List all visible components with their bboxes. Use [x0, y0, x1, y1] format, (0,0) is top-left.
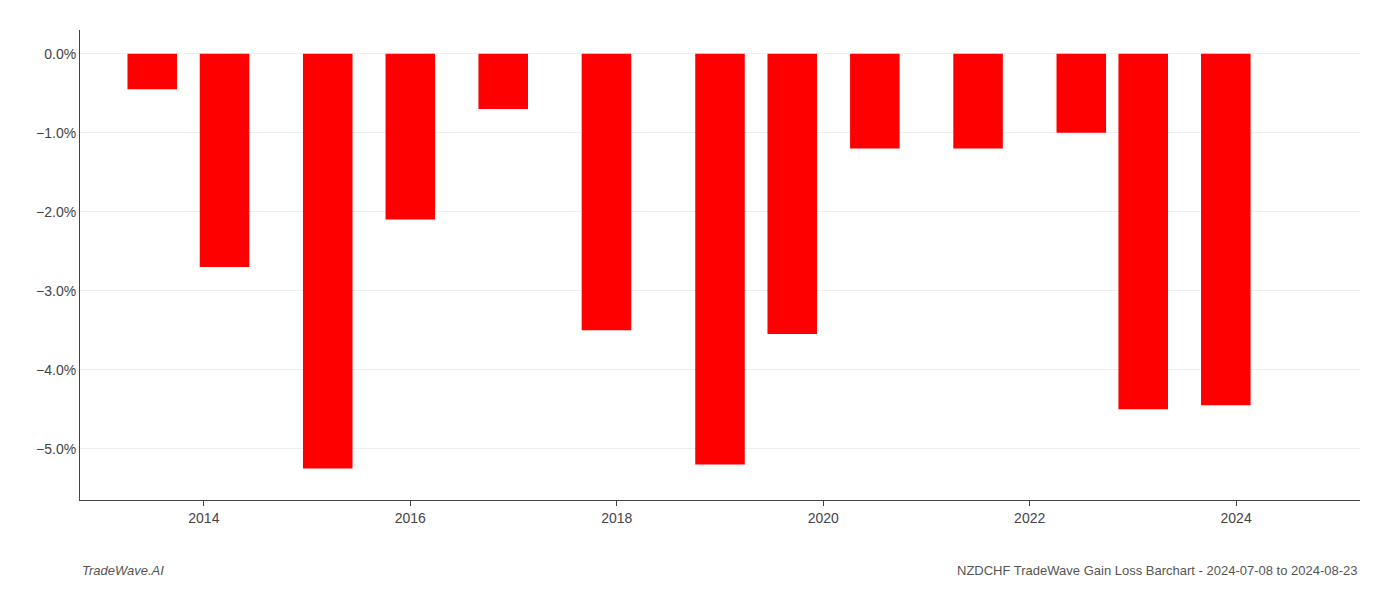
- svg-text:2018: 2018: [601, 510, 632, 526]
- svg-text:0.0%: 0.0%: [44, 46, 76, 62]
- svg-text:2020: 2020: [808, 510, 839, 526]
- svg-text:−1.0%: −1.0%: [36, 125, 76, 141]
- svg-text:−2.0%: −2.0%: [36, 204, 76, 220]
- svg-text:−4.0%: −4.0%: [36, 362, 76, 378]
- svg-text:−3.0%: −3.0%: [36, 283, 76, 299]
- svg-text:TradeWave.AI: TradeWave.AI: [82, 563, 164, 578]
- svg-text:−5.0%: −5.0%: [36, 441, 76, 457]
- svg-text:2024: 2024: [1221, 510, 1252, 526]
- svg-text:2014: 2014: [188, 510, 219, 526]
- svg-text:2016: 2016: [395, 510, 426, 526]
- svg-text:2022: 2022: [1014, 510, 1045, 526]
- svg-text:NZDCHF TradeWave Gain Loss Bar: NZDCHF TradeWave Gain Loss Barchart - 20…: [957, 563, 1358, 578]
